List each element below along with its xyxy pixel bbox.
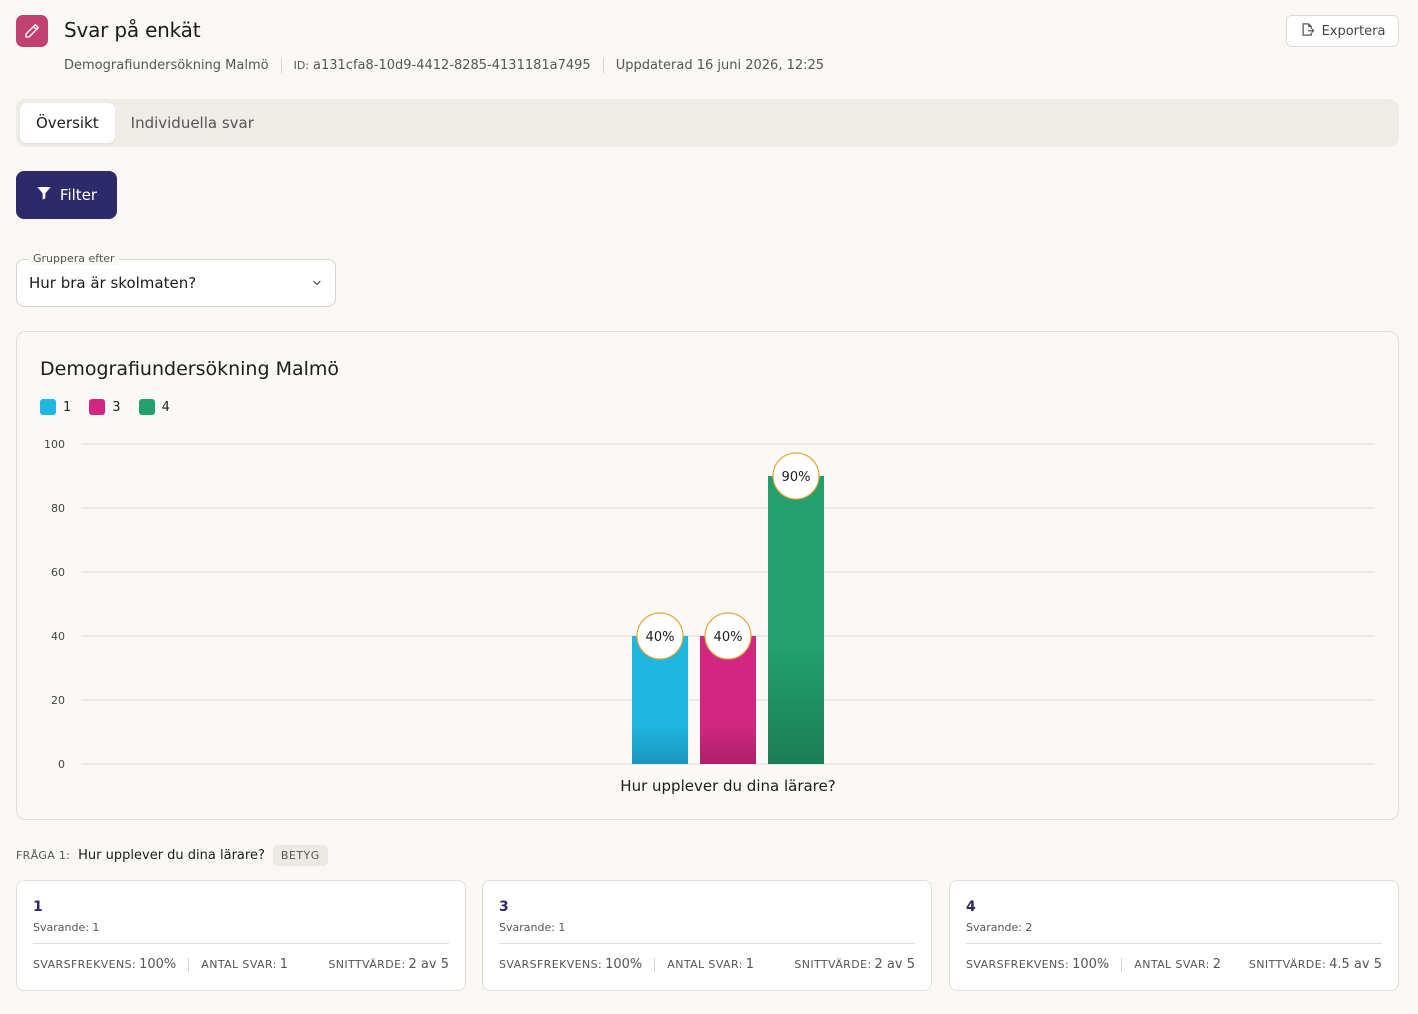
chart-title: Demografiundersökning Malmö bbox=[40, 358, 340, 380]
group-by-value: Hur bra är skolmaten? bbox=[29, 274, 197, 292]
stat-value-frequency: 100% bbox=[139, 957, 177, 972]
y-tick-label: 60 bbox=[51, 566, 65, 579]
stat-divider bbox=[1121, 957, 1123, 972]
page-title: Svar på enkät bbox=[64, 18, 201, 42]
data-label-bubble bbox=[772, 452, 820, 500]
stat-divider bbox=[654, 957, 656, 972]
tab-bar: Översikt Individuella svar bbox=[16, 99, 1399, 147]
y-tick-label: 40 bbox=[51, 630, 65, 643]
export-icon bbox=[1300, 22, 1315, 41]
legend-label: 1 bbox=[63, 399, 72, 415]
card-divider bbox=[966, 943, 1382, 944]
y-tick-label: 0 bbox=[58, 758, 65, 771]
tab-oversikt[interactable]: Översikt bbox=[20, 103, 115, 143]
export-label: Exportera bbox=[1321, 23, 1386, 39]
filter-icon bbox=[36, 185, 52, 205]
question-type-badge: BETYG bbox=[272, 845, 328, 866]
stat-label-count: ANTAL SVAR: bbox=[201, 958, 277, 971]
legend-item-3[interactable]: 3 bbox=[89, 399, 121, 415]
stat-divider bbox=[188, 957, 190, 972]
filter-button[interactable]: Filter bbox=[16, 171, 117, 219]
question-text: Hur upplever du dina lärare? bbox=[78, 848, 265, 863]
stat-value-count: 1 bbox=[745, 957, 755, 972]
stat-value-average: 2 av 5 bbox=[408, 957, 449, 972]
question-number: FRÅGA 1: bbox=[16, 849, 71, 862]
stat-value-frequency: 100% bbox=[605, 957, 643, 972]
stat-label-frequency: SVARSFREKVENS: bbox=[33, 958, 137, 971]
card-divider bbox=[499, 943, 915, 944]
data-label-bubble bbox=[636, 612, 684, 660]
legend-item-1[interactable]: 1 bbox=[40, 399, 71, 415]
id-label: ID: bbox=[293, 58, 310, 72]
stat-value-average: 4.5 av 5 bbox=[1329, 957, 1382, 972]
updated-timestamp: Uppdaterad 16 juni 2026, 12:25 bbox=[615, 57, 825, 73]
survey-name: Demografiundersökning Malmö bbox=[64, 57, 269, 73]
y-tick-label: 80 bbox=[51, 502, 65, 515]
card-divider bbox=[33, 943, 449, 944]
meta-divider bbox=[280, 57, 282, 73]
data-label: 40% bbox=[714, 630, 743, 645]
group-by-label: Gruppera efter bbox=[29, 252, 119, 265]
card-stats: SVARSFREKVENS: 100% ANTAL SVAR: 1 SNITTV… bbox=[33, 957, 449, 972]
stat-label-frequency: SVARSFREKVENS: bbox=[499, 958, 603, 971]
filter-label: Filter bbox=[59, 186, 98, 204]
chart-legend: 1 3 4 bbox=[40, 399, 170, 415]
x-category-label: Hur upplever du dina lärare? bbox=[620, 777, 835, 795]
legend-label: 4 bbox=[161, 399, 170, 415]
stat-value-count: 1 bbox=[279, 957, 289, 972]
group-by-select[interactable]: Gruppera efter Hur bra är skolmaten? bbox=[16, 252, 336, 307]
card-respondents: Svarande: 1 bbox=[499, 921, 566, 934]
stat-label-count: ANTAL SVAR: bbox=[667, 958, 743, 971]
stat-value-frequency: 100% bbox=[1072, 957, 1110, 972]
chart-card: 0 20 40 60 80 100 40% 40% 90% Hur upplever du di… bbox=[16, 331, 1399, 820]
legend-label: 3 bbox=[112, 399, 121, 415]
legend-item-4[interactable]: 4 bbox=[138, 399, 170, 415]
survey-id: a131cfa8-10d9-4412-8285-4131181a7495 bbox=[313, 57, 591, 73]
legend-swatch bbox=[40, 399, 56, 415]
stat-label-average: SNITTVÄRDE: bbox=[1248, 958, 1327, 971]
question-header: FRÅGA 1: Hur upplever du dina lärare? BE… bbox=[16, 845, 328, 866]
y-tick-label: 100 bbox=[44, 438, 65, 451]
card-stats: SVARSFREKVENS: 100% ANTAL SVAR: 1 SNITTV… bbox=[499, 957, 915, 972]
y-tick-label: 20 bbox=[51, 694, 65, 707]
chevron-down-icon bbox=[311, 274, 323, 293]
bar-chart: 0 20 40 60 80 100 40% 40% 90% Hur upplever du di… bbox=[44, 438, 1375, 795]
card-title: 4 bbox=[966, 899, 976, 915]
stat-label-count: ANTAL SVAR: bbox=[1134, 958, 1210, 971]
stat-label-frequency: SVARSFREKVENS: bbox=[966, 958, 1070, 971]
data-label: 90% bbox=[782, 470, 811, 485]
app-pencil-icon bbox=[16, 15, 48, 47]
card-respondents: Svarande: 2 bbox=[966, 921, 1033, 934]
stat-value-average: 2 av 5 bbox=[874, 957, 915, 972]
export-button[interactable]: Exportera bbox=[1286, 15, 1399, 47]
result-card-3: 3 Svarande: 1 SVARSFREKVENS: 100% ANTAL … bbox=[482, 880, 932, 991]
card-title: 1 bbox=[33, 899, 43, 915]
result-card-4: 4 Svarande: 2 SVARSFREKVENS: 100% ANTAL … bbox=[949, 880, 1399, 991]
legend-swatch bbox=[89, 399, 106, 415]
tab-individuella-svar[interactable]: Individuella svar bbox=[130, 114, 254, 132]
card-respondents: Svarande: 1 bbox=[33, 921, 100, 934]
page-meta: Demografiundersökning Malmö ID: a131cfa8… bbox=[64, 57, 824, 73]
data-label: 40% bbox=[646, 630, 675, 645]
stat-label-average: SNITTVÄRDE: bbox=[794, 958, 872, 971]
meta-divider bbox=[602, 57, 604, 73]
bar-series-4[interactable] bbox=[768, 476, 824, 764]
card-title: 3 bbox=[499, 899, 509, 915]
card-stats: SVARSFREKVENS: 100% ANTAL SVAR: 2 SNITTV… bbox=[966, 957, 1382, 972]
legend-swatch bbox=[138, 399, 155, 415]
result-card-1: 1 Svarande: 1 SVARSFREKVENS: 100% ANTAL … bbox=[16, 880, 466, 991]
stat-label-average: SNITTVÄRDE: bbox=[328, 958, 406, 971]
stat-value-count: 2 bbox=[1212, 957, 1222, 972]
data-label-bubble bbox=[704, 612, 752, 660]
